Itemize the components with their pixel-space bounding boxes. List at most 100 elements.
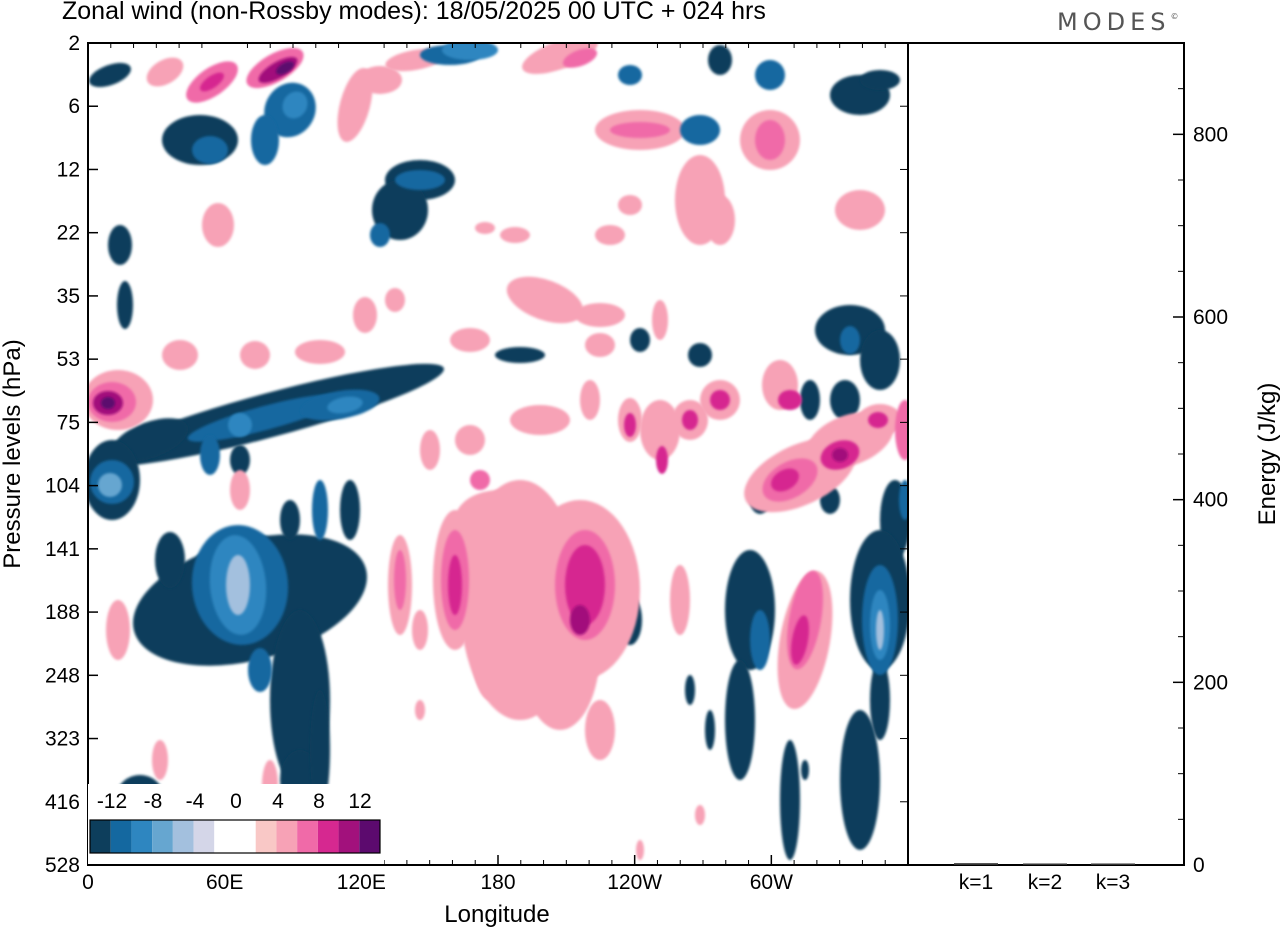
wind-contour-negative: [685, 675, 695, 705]
wind-contour-positive: [682, 410, 698, 430]
wind-contour-positive: [705, 195, 735, 245]
wind-contour-negative: [755, 60, 785, 90]
wind-contour-negative: [495, 347, 545, 363]
wind-contour-positive: [450, 328, 490, 352]
y-tick-label: 104: [45, 475, 80, 498]
colorbar-swatch: [235, 820, 256, 853]
wind-contour-positive: [470, 470, 490, 490]
wind-contour-negative: [840, 710, 880, 850]
wind-contour-negative: [395, 170, 445, 190]
wind-contour-positive: [202, 203, 234, 247]
wind-contour-negative: [708, 45, 732, 75]
energy-tick-label: 400: [1193, 489, 1228, 512]
y-tick-label: 75: [57, 411, 80, 434]
wind-contour-negative: [801, 760, 809, 780]
wind-contour-negative: [228, 413, 252, 437]
y-axis: 2 6 12 22 35 53 75 104 141 188 248 323 416 528: [45, 32, 908, 877]
wind-contour-positive: [240, 341, 270, 369]
energy-tick-label: 600: [1193, 306, 1228, 329]
wind-contour-negative: [725, 660, 755, 780]
wind-contour-negative: [372, 180, 428, 240]
wind-contour-positive: [353, 297, 377, 333]
wind-contour-negative: [98, 473, 122, 497]
y-tick-label: 6: [68, 95, 80, 118]
y-tick-label: 528: [45, 854, 80, 877]
wind-contour-negative: [370, 223, 390, 247]
wind-contour-positive: [570, 605, 590, 635]
colorbar-label: 12: [348, 790, 371, 813]
y-tick-label: 323: [45, 728, 80, 751]
wind-contour-positive: [585, 700, 615, 760]
wind-contour-positive: [610, 122, 670, 138]
wind-contour-positive: [595, 225, 625, 245]
wind-contour-negative: [442, 43, 498, 60]
colorbar-swatch: [255, 820, 277, 853]
wind-contour-positive: [585, 333, 615, 357]
wind-contour-negative: [89, 62, 131, 88]
wind-contour-negative: [840, 326, 860, 354]
x-tick-label: 120E: [337, 871, 386, 894]
wind-contour-positive: [868, 412, 888, 428]
energy-category-label: k=1: [959, 871, 993, 894]
energy-category-label: k=3: [1096, 871, 1130, 894]
colorbar-swatch: [172, 820, 194, 853]
wind-contour-positive: [835, 190, 885, 230]
colorbar: -12 -8 -4 0 4 8 12: [88, 784, 384, 864]
wind-contour-positive: [385, 288, 405, 312]
wind-contour-positive: [565, 545, 605, 625]
energy-bar: [1023, 863, 1067, 865]
y-tick-label: 2: [68, 32, 80, 55]
wind-contour-positive: [412, 610, 428, 650]
wind-contour-positive: [640, 400, 680, 460]
y-tick-label: 53: [57, 348, 80, 371]
colorbar-label: -4: [186, 790, 205, 813]
wind-contour-positive: [618, 195, 642, 215]
wind-contour-positive: [101, 397, 115, 409]
wind-contour-negative: [750, 610, 770, 670]
wind-contour-negative: [688, 343, 712, 367]
wind-contour-negative: [117, 281, 133, 329]
wind-contour-positive: [771, 468, 799, 492]
wind-contour-negative: [200, 435, 220, 475]
x-tick-label: 0: [82, 871, 94, 894]
wind-contour-positive: [448, 555, 462, 615]
colorbar-label: 0: [230, 790, 242, 813]
y-tick-label: 12: [57, 158, 80, 181]
wind-contour-positive: [580, 380, 600, 420]
energy-axis-title: Energy (J/kg): [1254, 383, 1280, 526]
wind-contour-negative: [310, 690, 330, 810]
wind-contour-negative: [155, 532, 185, 588]
y-tick-label: 416: [45, 791, 80, 814]
wind-contour-negative: [705, 710, 715, 750]
energy-frame: [907, 42, 1185, 866]
wind-contour-negative: [230, 445, 250, 475]
colorbar-swatch: [276, 820, 298, 853]
x-axis: 0 60E 120E 180 120W 60W: [82, 43, 886, 894]
colorbar-frame: [89, 819, 381, 854]
logo-text: MODES: [1057, 8, 1171, 36]
wind-contour-negative: [780, 740, 800, 860]
wind-contour-negative: [327, 396, 363, 414]
wind-contour-positive: [895, 400, 908, 460]
wind-contour-negative: [312, 480, 328, 540]
wind-contour-positive: [575, 303, 625, 327]
wind-contour-positive: [562, 48, 598, 68]
y-tick-label: 35: [57, 285, 80, 308]
wind-contour-negative: [630, 328, 650, 352]
wind-contour-positive: [778, 390, 802, 410]
energy-bar: [954, 863, 998, 865]
logo-mark: ©: [1170, 12, 1179, 21]
wind-contour-positive: [652, 300, 668, 340]
energy-category-label: k=2: [1028, 871, 1062, 894]
wind-contour-positive: [455, 425, 485, 455]
wind-contour-negative: [876, 610, 884, 650]
wind-contour-positive: [695, 805, 705, 825]
colorbar-swatch: [359, 820, 380, 853]
wind-contour-negative: [226, 555, 250, 615]
wind-contour-positive: [510, 405, 570, 435]
wind-contour-positive: [832, 448, 848, 462]
wind-contour-positive: [106, 600, 130, 660]
x-tick-label: 120W: [607, 871, 662, 894]
wind-contour-negative: [800, 380, 820, 420]
